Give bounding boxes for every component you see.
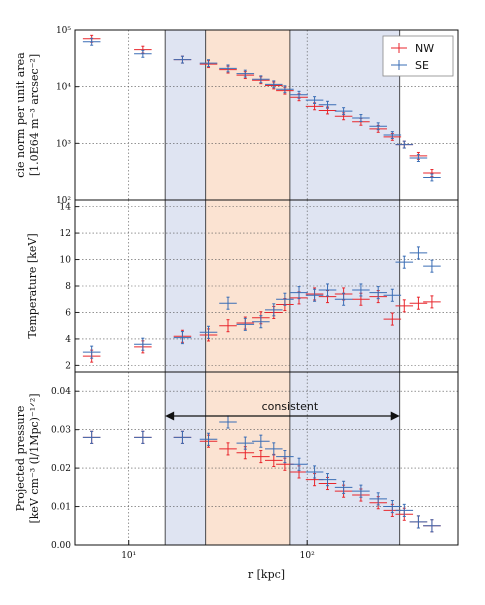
annotation-label: consistent [262, 400, 319, 413]
panel-frame [74, 371, 459, 546]
panel-top: 10² 10³ 10⁴ 10⁵ [56, 26, 459, 206]
y-tick-label: 8 [65, 282, 71, 292]
y-tick-label: 2 [65, 361, 71, 371]
y-axis-labels: cie norm per unit area [1.0E64 m⁻³ arcsec… [14, 52, 41, 524]
y-tick-label: 12 [60, 229, 71, 239]
y-tick-label: 0.00 [51, 541, 71, 551]
y-axis-label: [1.0E64 m⁻³ arcsec⁻²] [28, 54, 41, 176]
y-tick-label: 10⁴ [56, 83, 71, 93]
shaded-region-1 [165, 30, 206, 200]
legend-label: NW [415, 42, 434, 55]
annotation-arrowhead-left [165, 411, 175, 421]
y-tick-label: 10² [56, 196, 71, 206]
y-axis-label: Temperature [keV] [26, 233, 39, 338]
series-se [82, 415, 441, 533]
shaded-region-2 [205, 372, 290, 545]
y-axis-label: Projected pressure [14, 406, 27, 512]
y-tick-label: 6 [65, 308, 71, 318]
chart-panels: 10²10³10⁴10⁵24681012140.000.010.020.030.… [51, 26, 459, 551]
y-axis-label: cie norm per unit area [14, 52, 27, 178]
y-tick-label: 0.02 [51, 464, 71, 474]
y-tick-label: 0.01 [51, 503, 71, 513]
shaded-region-2 [205, 30, 290, 200]
consistent-annotation: consistent [165, 400, 400, 421]
y-tick-label: 0.04 [51, 387, 71, 397]
y-tick-label: 10 [60, 256, 72, 266]
y-axis-label: [keV cm⁻³ (l/1Mpc)⁻¹ᐟ²] [28, 393, 41, 523]
legend: NW SE [382, 35, 454, 77]
series-se [82, 246, 441, 359]
x-tick-label: 10² [300, 551, 315, 561]
y-tick-label: 14 [60, 203, 72, 213]
shaded-region-3 [289, 372, 400, 545]
x-tick-label: 10¹ [121, 551, 136, 561]
y-tick-label: 0.03 [51, 426, 71, 436]
shaded-region-1 [165, 200, 206, 372]
y-tick-label: 10³ [56, 139, 71, 149]
legend-label: SE [415, 59, 429, 72]
panel-bottom: 0.00 0.01 0.02 0.03 0.04 [51, 371, 459, 551]
y-tick-label: 4 [65, 335, 71, 345]
shaded-region-1 [165, 372, 206, 545]
y-tick-label: 10⁵ [56, 26, 71, 36]
annotation-arrowhead-right [390, 411, 400, 421]
series-se [82, 37, 441, 182]
legend-box [382, 35, 454, 77]
x-axis: 10¹ 10² r [kpc] [121, 540, 315, 581]
panel-middle: 2 4 6 8 10 12 14 [60, 199, 459, 373]
x-axis-label: r [kpc] [248, 568, 285, 581]
